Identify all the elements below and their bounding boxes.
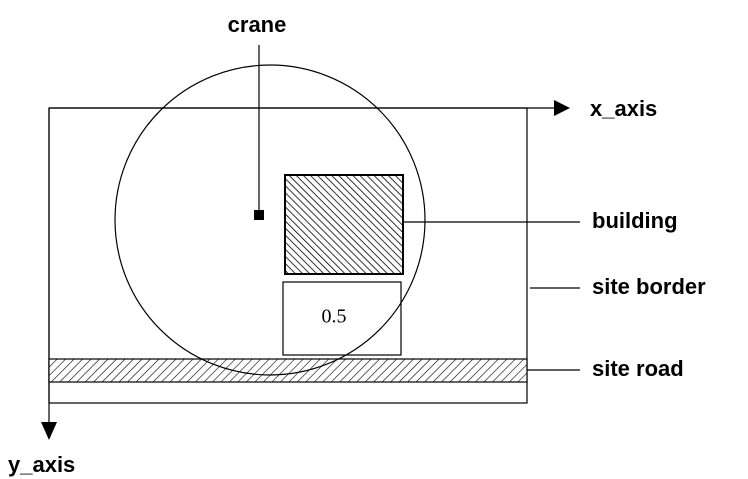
crane — [254, 210, 264, 220]
site-road — [48, 358, 528, 383]
crane-reach — [114, 64, 426, 376]
crane-label: crane — [228, 12, 287, 37]
x-axis-label: x_axis — [590, 96, 657, 121]
building-label: building — [592, 208, 678, 233]
x-axis-arrow — [554, 100, 570, 116]
area-label: 0.5 — [322, 306, 347, 328]
y-axis-label: y_axis — [8, 452, 75, 477]
area-box — [282, 281, 402, 356]
y-axis-arrow — [41, 422, 57, 440]
site-road-label: site road — [592, 356, 684, 381]
site-border-label: site border — [592, 274, 706, 299]
building — [284, 174, 404, 275]
